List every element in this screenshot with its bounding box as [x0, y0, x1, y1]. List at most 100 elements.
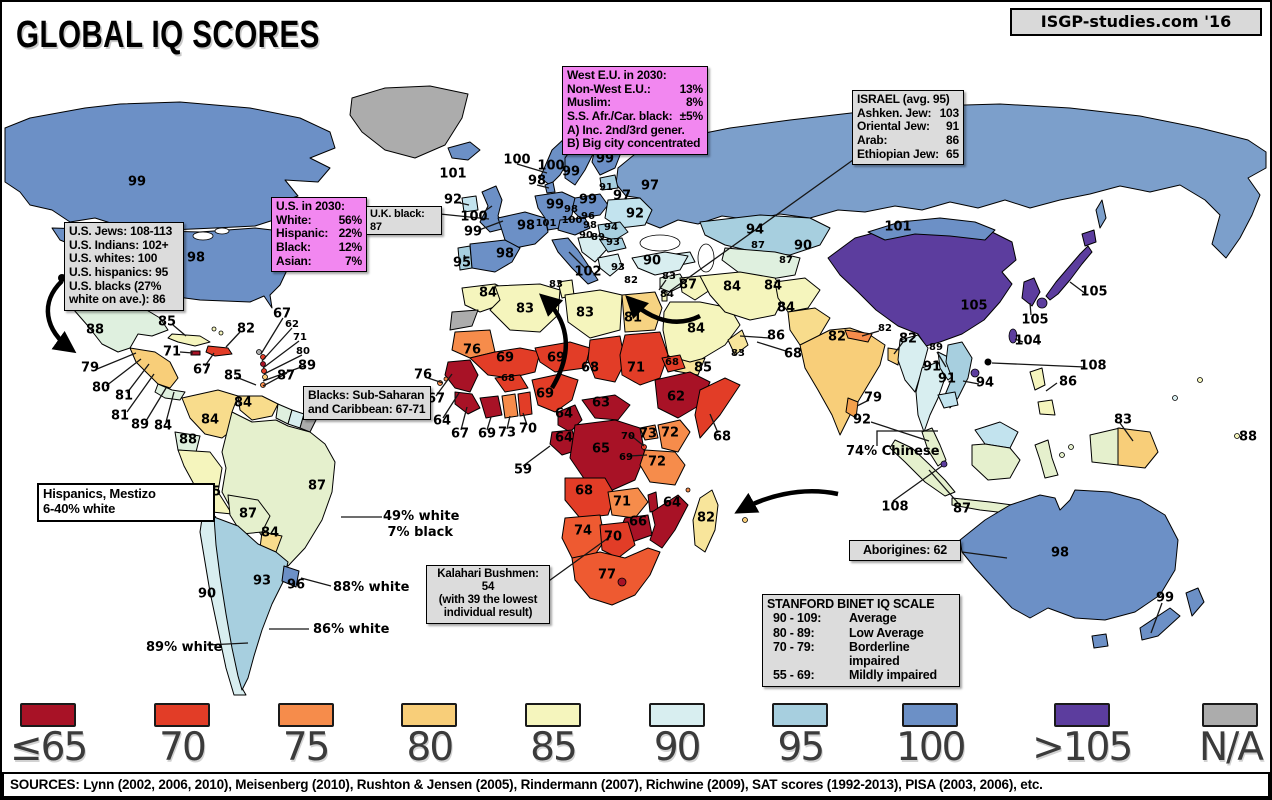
israel-box: ISRAEL (avg. 95) Ashken. Jew: 103 Orienta… [852, 90, 964, 166]
great-lake [192, 231, 214, 241]
legend-item: 70 [153, 703, 210, 768]
stat-label: Ethiopian Jew: [857, 146, 939, 161]
country-ghana [501, 393, 519, 419]
nz-north-island [1185, 587, 1205, 617]
legend-swatch [153, 703, 210, 727]
arrow-to-madagascar [734, 489, 839, 514]
color-legend: ≤65 70 75 80 85 90 95 100 >105 N/A [0, 701, 1272, 771]
kalahari-box: Kalahari Bushmen: 54 (with 39 the lowest… [426, 565, 550, 625]
country-madagascar [692, 489, 719, 553]
country-mali [469, 347, 541, 379]
iq-range: 80 - 89: [773, 625, 815, 640]
stat-label: Oriental Jew: [857, 119, 930, 134]
legend-label: N/A [1198, 725, 1264, 770]
hispanics-line: 6-40% white [43, 500, 116, 516]
us-groups-box: U.S. Jews: 108-113 U.S. Indians: 102+ U.… [64, 222, 184, 312]
arrow-africa-mideast [625, 295, 702, 324]
black-sea [639, 234, 681, 252]
country-poland [571, 193, 609, 219]
legend-label: 75 [282, 725, 331, 770]
country-venezuela [237, 395, 279, 421]
leader-lines [96, 159, 1163, 646]
stat-value: 8% [686, 95, 703, 110]
hispanics-line: Hispanics, Mestizo [43, 486, 156, 501]
country-burkina [494, 374, 529, 393]
country-ireland [461, 195, 479, 213]
us-groups-line: U.S. Jews: 108-113 [69, 224, 173, 238]
legend-item: 80 [401, 703, 458, 768]
legend-item: 85 [525, 703, 581, 768]
region-ukraine-belarus [604, 197, 653, 229]
island-hainan [970, 368, 980, 378]
stat-value: 91 [946, 119, 959, 134]
callout-line: 7% black [387, 524, 453, 540]
aborigines-box: Aborigines: 62 [849, 540, 961, 562]
island-pacific [1234, 433, 1240, 439]
legend-label: 95 [777, 725, 826, 770]
iq-range: 90 - 109: [773, 611, 822, 626]
uk-black-text: U.K. black: 87 [370, 208, 425, 233]
chile-callout: 89% white [146, 640, 223, 655]
watermark-badge: ISGP-studies.com '16 [1010, 8, 1262, 36]
country-north-south-korea [1021, 277, 1041, 307]
country-ecuador [174, 431, 201, 453]
island-sulawesi [1034, 439, 1059, 479]
legend-label: >105 [1032, 725, 1133, 770]
country-algeria [489, 283, 561, 333]
seas [639, 234, 715, 273]
uruguay-callout: 88% white [333, 580, 410, 595]
stat-label: Ashken. Jew: [857, 105, 932, 120]
kalahari-line: (with 39 the lowest [438, 594, 538, 607]
caspian-sea [697, 243, 715, 273]
island-luzon [1029, 367, 1046, 391]
west-eu-note: A) Inc. 2nd/3rd gener. [567, 122, 685, 137]
us-groups-line: U.S. blacks (27% [69, 278, 162, 293]
island-comoros [685, 487, 691, 493]
island-honshu [1045, 245, 1093, 301]
argentina-callout: 86% white [313, 622, 390, 637]
legend-label: 100 [896, 725, 966, 770]
island-kyushu [1036, 297, 1048, 309]
country-iraq [679, 275, 711, 301]
kalahari-line: individual result) [443, 607, 533, 620]
blacks-caribbean-box: Blacks: Sub-Saharan and Caribbean: 67-71 [303, 386, 431, 421]
country-romania [597, 221, 629, 241]
arrow-africa-north [539, 293, 568, 390]
stat-value: 13% [679, 81, 704, 96]
region-senegal-guinea [444, 359, 479, 393]
island-antilles [260, 361, 266, 367]
stat-label: Asian: [276, 253, 312, 268]
country-argentina [213, 516, 289, 691]
blacks-caribbean-line: and Caribbean: 67-71 [308, 401, 426, 416]
country-south-africa [571, 547, 661, 606]
stat-label: Arab: [857, 133, 888, 148]
west-eu-2030-box: West E.U. in 2030: Non-West E.U.: 13% Mus… [562, 66, 708, 156]
country-israel [661, 291, 668, 302]
legend-swatch [1053, 703, 1110, 727]
city-singapore [940, 460, 948, 468]
legend-item: 75 [277, 703, 334, 770]
island-mindanao [1037, 399, 1056, 416]
country-tanzania [639, 449, 686, 486]
country-hispaniola [205, 345, 233, 357]
country-iceland [447, 141, 481, 161]
blacks-caribbean-line: Blacks: Sub-Saharan [308, 388, 425, 402]
country-somalia [694, 377, 741, 439]
legend-label: ≤65 [10, 725, 88, 770]
region-central-europe [557, 217, 591, 236]
stat-value: 65 [946, 146, 959, 161]
country-ivory-coast [479, 395, 503, 419]
country-western-sahara [449, 309, 479, 331]
island-taiwan [1008, 328, 1018, 344]
country-botswana [599, 521, 636, 559]
legend-item: >105 [1032, 703, 1133, 770]
legend-swatch [1202, 703, 1259, 727]
country-italy [551, 237, 599, 285]
country-shapes [4, 85, 1267, 696]
stat-value: 103 [939, 105, 960, 120]
stat-label: Non-West E.U.: [567, 81, 651, 96]
island-pacific [1172, 395, 1178, 401]
legend-swatch [401, 703, 458, 727]
iq-range-desc: Borderline impaired [849, 639, 910, 668]
